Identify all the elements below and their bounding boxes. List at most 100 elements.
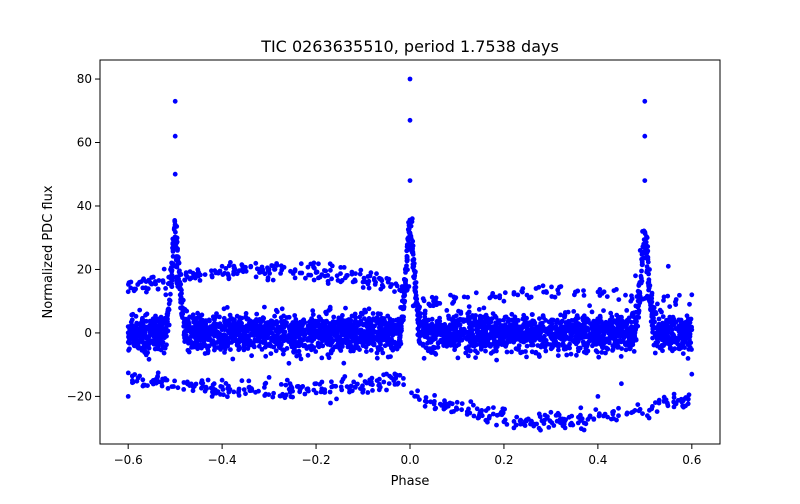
y-tick-label: 0 [84, 326, 92, 340]
data-point [397, 372, 403, 378]
data-point [625, 317, 631, 323]
data-point [158, 347, 164, 353]
data-point [524, 354, 529, 360]
data-point [503, 314, 509, 320]
data-point [140, 377, 146, 383]
data-point [231, 389, 237, 395]
data-point [283, 382, 289, 388]
data-point [650, 335, 655, 341]
data-point [172, 263, 178, 269]
data-point [556, 341, 562, 347]
data-point [388, 339, 393, 345]
data-point [162, 345, 168, 351]
data-point [266, 343, 272, 348]
data-point [192, 341, 198, 347]
data-point [487, 295, 493, 301]
data-point [590, 343, 595, 349]
data-point [360, 389, 366, 395]
data-point [342, 374, 348, 379]
data-point [349, 271, 355, 277]
data-point [126, 338, 132, 343]
data-point [558, 420, 564, 426]
data-point [279, 306, 285, 312]
data-point [548, 346, 554, 352]
data-point [313, 349, 319, 354]
data-point [571, 309, 577, 314]
data-point [281, 333, 287, 339]
data-point [541, 315, 546, 320]
data-point [370, 311, 376, 316]
data-point [385, 279, 391, 285]
data-point [325, 273, 331, 278]
data-point [219, 263, 225, 269]
data-point [153, 281, 159, 287]
x-tick-label: 0.4 [588, 453, 607, 467]
data-point [374, 271, 379, 277]
data-point [581, 293, 587, 298]
data-point [275, 334, 281, 340]
data-point [331, 314, 337, 320]
data-point [504, 349, 510, 355]
data-point [672, 339, 678, 345]
data-point [217, 314, 222, 320]
data-point [597, 293, 603, 298]
data-point [195, 334, 201, 339]
data-point [272, 338, 278, 344]
data-point [197, 278, 203, 283]
data-point [338, 384, 344, 390]
data-point [311, 326, 317, 331]
data-point [210, 314, 216, 320]
data-point [455, 355, 461, 361]
data-point [672, 335, 678, 340]
data-point [541, 289, 546, 295]
data-point [519, 288, 525, 294]
data-point [443, 403, 449, 408]
data-point [294, 323, 300, 328]
data-point [566, 414, 572, 420]
data-point [533, 286, 539, 291]
data-point [417, 304, 422, 310]
data-point [376, 336, 382, 342]
data-point [153, 377, 158, 382]
data-point [382, 343, 388, 349]
data-point [347, 325, 352, 331]
data-point [292, 267, 298, 273]
data-point [182, 317, 187, 323]
data-point [189, 345, 194, 350]
data-point [520, 324, 526, 330]
data-point [149, 281, 155, 287]
data-point [574, 352, 579, 358]
data-point [558, 284, 564, 289]
data-point [393, 331, 399, 336]
data-point [470, 313, 475, 318]
data-point [629, 312, 635, 318]
data-point [241, 268, 246, 274]
data-point [671, 391, 677, 397]
data-point [441, 406, 447, 412]
data-point [665, 293, 671, 299]
data-point [192, 383, 197, 389]
data-point [381, 379, 387, 385]
data-point [328, 348, 334, 354]
data-point [272, 321, 278, 327]
data-point [649, 292, 655, 298]
data-point [610, 409, 615, 415]
data-point [565, 309, 571, 315]
data-point [341, 265, 347, 270]
data-point [558, 324, 564, 330]
data-point [155, 370, 161, 376]
data-point [643, 255, 649, 261]
data-point [567, 341, 572, 347]
data-point [687, 331, 693, 337]
data-point [297, 389, 303, 395]
data-point [506, 335, 512, 341]
data-point [580, 315, 586, 321]
data-point [236, 386, 242, 392]
data-point [529, 331, 534, 337]
data-point [214, 311, 219, 316]
data-point [449, 317, 455, 322]
data-point [369, 332, 374, 338]
data-point [265, 277, 271, 283]
data-point [316, 261, 321, 267]
